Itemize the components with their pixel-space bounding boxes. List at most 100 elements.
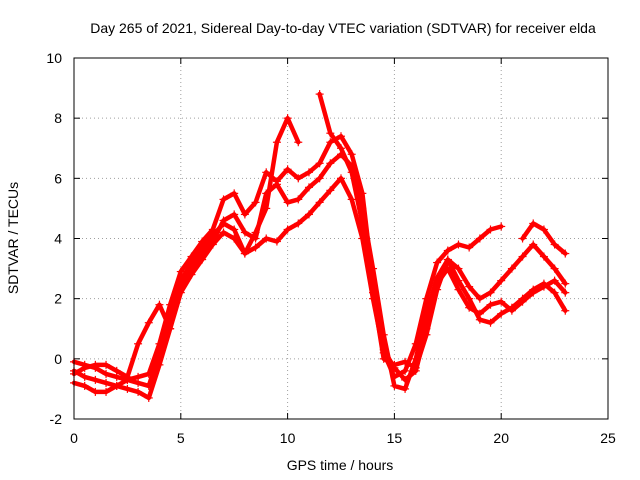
x-tick-label: 15 [387, 430, 403, 446]
data-point [475, 315, 484, 324]
data-point [219, 216, 228, 225]
data-point [390, 360, 399, 369]
data-point [475, 234, 484, 243]
data-point [187, 252, 196, 261]
data-point [240, 249, 249, 258]
data-point [155, 300, 164, 309]
data-point [326, 186, 335, 195]
data-point [251, 228, 260, 237]
series-track-3 [70, 132, 570, 396]
chart-title: Day 265 of 2021, Sidereal Day-to-day VTE… [90, 20, 596, 36]
data-point [561, 249, 570, 258]
data-series [70, 90, 570, 402]
data-point [454, 285, 463, 294]
series-track-4 [70, 90, 570, 381]
data-point [91, 360, 100, 369]
data-point [304, 183, 313, 192]
data-point [454, 264, 463, 273]
data-point [358, 219, 367, 228]
data-point [166, 324, 175, 333]
data-point [283, 198, 292, 207]
data-point [433, 258, 442, 267]
data-point [539, 279, 548, 288]
data-point [315, 174, 324, 183]
data-point [443, 246, 452, 255]
data-point [369, 288, 378, 297]
data-point [433, 285, 442, 294]
data-point [326, 159, 335, 168]
series-track-2 [70, 150, 570, 402]
data-point [550, 264, 559, 273]
data-point [401, 384, 410, 393]
data-point [337, 174, 345, 183]
data-point [326, 129, 335, 138]
data-point [134, 387, 143, 396]
data-point [283, 114, 292, 123]
data-point [465, 294, 474, 303]
data-point [102, 369, 111, 378]
data-point [497, 297, 506, 306]
data-point [219, 228, 228, 237]
data-point [337, 132, 345, 141]
data-point [486, 318, 495, 327]
y-tick-label: 8 [54, 110, 62, 126]
data-point [112, 366, 121, 375]
data-point [272, 177, 281, 186]
x-tick-label: 20 [493, 430, 509, 446]
data-point [401, 357, 410, 366]
plot-frame [73, 57, 609, 420]
data-point [262, 234, 271, 243]
data-point [283, 165, 292, 174]
data-point [507, 303, 516, 312]
data-point [80, 381, 89, 390]
data-point [112, 381, 121, 390]
data-point [465, 282, 474, 291]
data-point [102, 378, 111, 387]
data-point [486, 225, 495, 234]
x-tick-label: 5 [177, 430, 185, 446]
data-point [240, 228, 249, 237]
data-point [230, 210, 239, 219]
data-point [347, 168, 356, 177]
y-tick-label: 10 [46, 50, 62, 66]
data-point [347, 150, 356, 159]
data-point [315, 159, 324, 168]
data-point [561, 288, 570, 297]
data-point [176, 267, 185, 276]
data-point [443, 255, 452, 264]
data-point [272, 237, 281, 246]
data-point [134, 339, 143, 348]
y-tick-label: 0 [54, 351, 62, 367]
data-point [315, 198, 324, 207]
data-point [518, 294, 527, 303]
data-point [561, 279, 570, 288]
data-point [198, 237, 207, 246]
data-point [497, 276, 506, 285]
data-point [539, 225, 548, 234]
data-point [454, 276, 463, 285]
x-tick-label: 25 [600, 430, 616, 446]
data-point [347, 195, 356, 204]
data-point [465, 243, 474, 252]
data-point [198, 255, 207, 264]
data-point [411, 363, 420, 372]
data-point [208, 240, 217, 249]
data-point [379, 354, 388, 363]
data-point [219, 195, 228, 204]
data-point [80, 372, 89, 381]
data-point [304, 210, 313, 219]
data-point [529, 240, 538, 249]
y-tick-label: 6 [54, 170, 62, 186]
data-point [102, 360, 111, 369]
x-tick-label: 0 [70, 430, 78, 446]
data-point [315, 90, 324, 99]
x-tick-label: 10 [280, 430, 296, 446]
data-point [187, 270, 196, 279]
data-point [144, 393, 153, 402]
data-point [390, 381, 399, 390]
series-line [71, 176, 568, 389]
data-point [283, 225, 292, 234]
data-point [80, 363, 89, 372]
y-axis-label: SDTVAR / TECUs [5, 182, 21, 294]
